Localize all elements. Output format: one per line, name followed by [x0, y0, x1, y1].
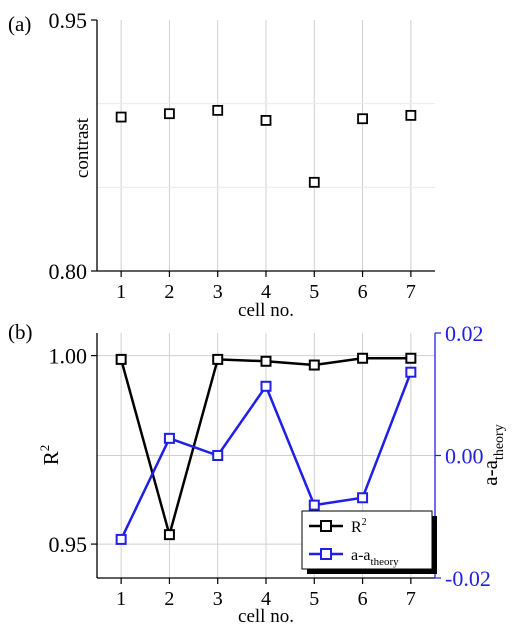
panel-a-point [405, 109, 417, 121]
legend-marker-r2 [320, 520, 332, 532]
panel-a-y-axis-title: contrast [72, 117, 93, 178]
legend-label-a: a-atheory [351, 547, 399, 568]
panel-b-x-tick-label: 3 [213, 588, 223, 610]
panel-b-series-point-1 [405, 366, 417, 378]
right-y-title-main: a-a [478, 459, 502, 485]
panel-b-label: (b) [8, 320, 33, 344]
panel-a-x-tick-label: 2 [164, 281, 174, 303]
svg-text:R2: R2 [37, 445, 63, 466]
panel-a-point [212, 104, 224, 116]
panel-b-x-tick-label: 5 [309, 588, 319, 610]
panel-b-series-point-1 [115, 533, 127, 545]
panel-b-series-point-0 [163, 529, 175, 541]
panel-b-left-y-axis-title: R2 [37, 445, 63, 466]
panel-b: 1 2 3 4 5 6 7 0.95 1.00 -0.02 0.00 0.02 (b) cell no… [8, 320, 507, 627]
right-y-title-sub: theory [492, 424, 507, 460]
panel-a-point [260, 115, 272, 126]
panel-b-series-point-1 [308, 499, 320, 511]
panel-b-series-point-0 [357, 352, 369, 364]
panel-b-series-point-1 [212, 450, 224, 461]
panel-a-grid [97, 20, 435, 271]
panel-a-x-tick-label: 5 [309, 281, 319, 303]
legend-label-r2: R2 [351, 517, 367, 536]
panel-b-series [115, 352, 417, 545]
panel-a-x-tick-label: 3 [213, 281, 223, 303]
left-y-title-main: R [39, 451, 63, 465]
panel-b-series-point-1 [357, 492, 369, 504]
panel-a: 1 2 3 4 5 6 7 0.80 0.95 (a) contrast cell no. [8, 8, 435, 321]
panel-a-x-axis-title: cell no. [238, 300, 294, 321]
panel-a-points [115, 104, 417, 188]
panel-b-x-tick-label: 7 [406, 588, 416, 610]
panel-a-x-tick-label: 7 [406, 281, 416, 303]
panel-b-series-point-0 [115, 353, 127, 365]
panel-a-x-tick-label: 6 [358, 281, 368, 303]
left-y-title-sup: 2 [37, 445, 52, 452]
panel-a-x-tick-label: 4 [261, 281, 271, 303]
panel-b-x-tick-label: 1 [116, 588, 126, 610]
panel-b-right-y-tick-label: 0.00 [445, 444, 484, 469]
panel-b-left-y-tick-label: 0.95 [49, 532, 88, 557]
panel-b-x-tick-label: 6 [358, 588, 368, 610]
panel-a-y-tick-label: 0.95 [49, 8, 88, 33]
legend-marker-a [320, 548, 332, 560]
panel-b-x-axis-title: cell no. [238, 606, 294, 627]
panel-b-x-tick-label: 4 [261, 588, 271, 610]
panel-a-point [357, 113, 368, 125]
panel-a-point [115, 111, 127, 123]
panel-b-series-point-0 [308, 359, 320, 371]
panel-b-series-point-0 [405, 352, 417, 364]
panel-a-label: (a) [8, 12, 31, 36]
panel-b-series-point-0 [212, 353, 224, 365]
panel-b-series-point-1 [260, 380, 272, 392]
panel-b-x-tick-label: 2 [164, 588, 174, 610]
panel-b-right-y-tick-label: 0.02 [445, 321, 484, 346]
legend: R2 a-atheory [301, 510, 437, 574]
panel-b-series-point-1 [163, 432, 175, 444]
panel-b-right-y-axis-title: a-atheory [478, 424, 507, 485]
panel-a-ticks: 1 2 3 4 5 6 7 0.80 0.95 [49, 8, 416, 303]
panel-b-left-y-tick-label: 1.00 [49, 344, 88, 369]
svg-text:a-atheory: a-atheory [478, 424, 507, 485]
panel-b-ticks: 1 2 3 4 5 6 7 0.95 1.00 -0.02 0.00 0.02 [49, 321, 491, 610]
panel-a-y-tick-label: 0.80 [49, 259, 88, 284]
panel-a-point [164, 108, 175, 120]
panel-a-x-tick-label: 1 [116, 281, 126, 303]
panel-a-point [308, 176, 320, 188]
panel-b-series-point-0 [260, 355, 272, 367]
panel-b-right-y-tick-label: -0.02 [445, 566, 491, 591]
